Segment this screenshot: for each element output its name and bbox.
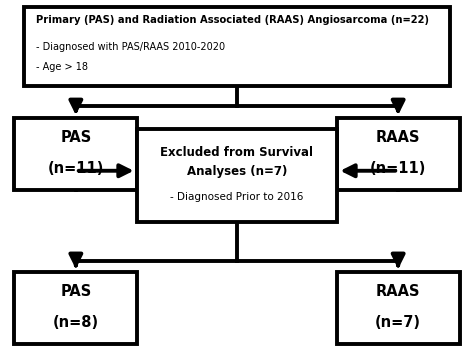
Text: RAAS: RAAS [376,130,420,145]
Text: RAAS: RAAS [376,284,420,299]
Text: (n=11): (n=11) [48,161,104,176]
FancyBboxPatch shape [14,272,137,344]
Text: - Age > 18: - Age > 18 [36,62,88,72]
Text: - Diagnosed Prior to 2016: - Diagnosed Prior to 2016 [170,192,304,202]
Text: Primary (PAS) and Radiation Associated (RAAS) Angiosarcoma (n=22): Primary (PAS) and Radiation Associated (… [36,15,428,25]
FancyBboxPatch shape [137,129,337,222]
Text: Excluded from Survival: Excluded from Survival [161,146,313,159]
Text: (n=7): (n=7) [375,315,421,330]
Text: - Diagnosed with PAS/RAAS 2010-2020: - Diagnosed with PAS/RAAS 2010-2020 [36,42,225,52]
FancyBboxPatch shape [24,7,450,86]
Text: (n=8): (n=8) [53,315,99,330]
Text: PAS: PAS [60,130,91,145]
FancyBboxPatch shape [337,272,460,344]
Text: (n=11): (n=11) [370,161,426,176]
FancyBboxPatch shape [14,118,137,190]
Text: Analyses (n=7): Analyses (n=7) [187,165,287,178]
Text: PAS: PAS [60,284,91,299]
FancyBboxPatch shape [337,118,460,190]
